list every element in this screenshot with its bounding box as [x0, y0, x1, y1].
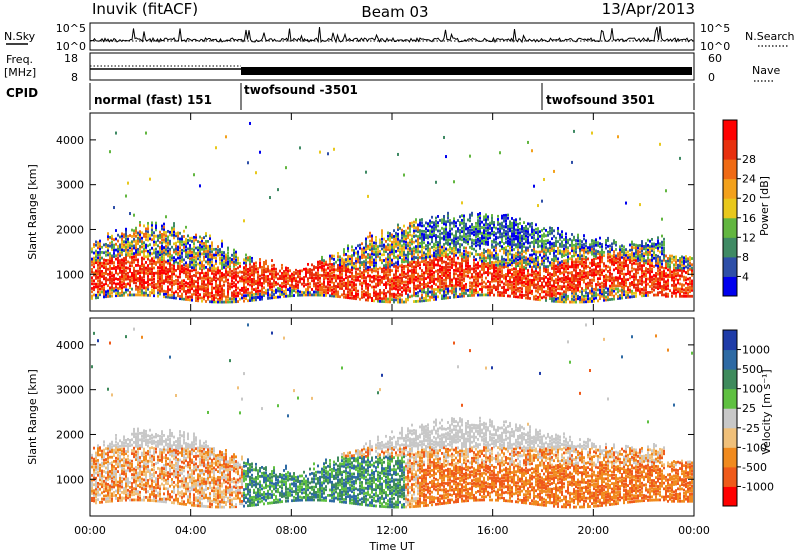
velocity-colorbar-label: Velocity [m s⁻¹] [760, 369, 773, 454]
colorbar-tick-label: 28 [742, 153, 756, 166]
freq-left-tick-high: 18 [64, 52, 78, 65]
power-panel: 1000 2000 3000 4000 Slant Range [km] 4 8 12 16… [26, 112, 771, 312]
x-tick-label: 00:00 [74, 524, 106, 537]
colorbar-tick-label: 25 [742, 402, 756, 415]
velocity-y-axis-label: Slant Range [km] [26, 369, 39, 465]
colorbar-tick-label: 1000 [742, 344, 770, 357]
x-tick-label: 12:00 [376, 524, 408, 537]
noise-left-tick-low: 10^0 [56, 40, 86, 53]
colorbar-tick-label: 100 [742, 383, 763, 396]
colorbar-tick-label: 12 [742, 231, 756, 244]
x-tick-label: 08:00 [275, 524, 307, 537]
noise-right-tick-low: 10^0 [700, 40, 730, 53]
y-tick-label: 2000 [56, 223, 84, 236]
colorbar-tick-label: 16 [742, 212, 756, 225]
x-axis-label: Time UT [368, 540, 414, 553]
colorbar-tick-label: -1000 [742, 480, 774, 493]
x-tick-label: 20:00 [577, 524, 609, 537]
noise-right-tick-high: 10^5 [700, 22, 730, 35]
beam-title: Beam 03 [361, 3, 428, 21]
date-title: 13/Apr/2013 [602, 0, 695, 18]
colorbar-tick-label: 500 [742, 363, 763, 376]
velocity-colorbar: 1000 500 100 25 -25 -100 -500 -1000 [722, 329, 774, 507]
y-tick-label: 3000 [56, 179, 84, 192]
colorbar-tick-label: -100 [742, 441, 767, 454]
freq-right-tick-low: 0 [708, 71, 715, 84]
power-y-axis: 1000 2000 3000 4000 [56, 134, 694, 281]
y-tick-label: 1000 [56, 473, 84, 486]
cpid-segment-twofsound-pos: twofsound 3501 [546, 93, 655, 107]
power-y-axis-label: Slant Range [km] [26, 164, 39, 260]
freq-label: Freq. [6, 53, 33, 66]
noise-trace [89, 26, 694, 44]
velocity-heatmap [91, 323, 693, 509]
frequency-trace [90, 65, 692, 75]
velocity-y-axis: 1000 2000 3000 4000 [56, 339, 694, 486]
cpid-label: CPID [6, 86, 38, 100]
noise-panel: 10^5 10^0 10^5 10^0 N.Sky N.Search [4, 22, 795, 53]
velocity-panel: 1000 2000 3000 4000 Slant Range [km] 1000 50… [26, 317, 774, 517]
cpid-strip: CPID normal (fast) 151 twofsound -3501 t… [6, 83, 695, 110]
y-tick-label: 1000 [56, 268, 84, 281]
colorbar-tick-label: 20 [742, 192, 756, 205]
y-tick-label: 4000 [56, 339, 84, 352]
frequency-panel: 18 8 60 0 Freq. [MHz] Nave [4, 52, 780, 84]
power-colorbar: 4 8 12 16 20 24 28 [722, 119, 756, 297]
power-heatmap [91, 121, 693, 304]
freq-left-tick-low: 8 [71, 71, 78, 84]
colorbar-tick-label: -25 [742, 422, 760, 435]
y-tick-label: 2000 [56, 428, 84, 441]
y-tick-label: 3000 [56, 384, 84, 397]
colorbar-tick-label: 24 [742, 173, 756, 186]
cpid-segment-twofsound-neg: twofsound -3501 [244, 83, 358, 97]
nsearch-label: N.Search [745, 30, 795, 43]
nsky-label: N.Sky [4, 30, 36, 43]
noise-left-tick-high: 10^5 [56, 22, 86, 35]
time-x-axis: 00:00 04:00 08:00 12:00 16:00 20:00 00:00 [74, 113, 710, 537]
power-colorbar-label: Power [dB] [758, 176, 771, 236]
colorbar-tick-label: -500 [742, 461, 767, 474]
y-tick-label: 4000 [56, 134, 84, 147]
x-tick-label: 00:00 [678, 524, 710, 537]
cpid-segment-normal: normal (fast) 151 [94, 93, 212, 107]
freq-right-tick-high: 60 [708, 52, 722, 65]
x-tick-label: 04:00 [175, 524, 207, 537]
nave-label: Nave [752, 64, 780, 77]
freq-unit-label: [MHz] [4, 66, 36, 79]
colorbar-tick-label: 8 [742, 251, 749, 264]
x-tick-label: 16:00 [477, 524, 509, 537]
colorbar-tick-label: 4 [742, 270, 749, 283]
station-title: Inuvik (fitACF) [92, 0, 198, 18]
